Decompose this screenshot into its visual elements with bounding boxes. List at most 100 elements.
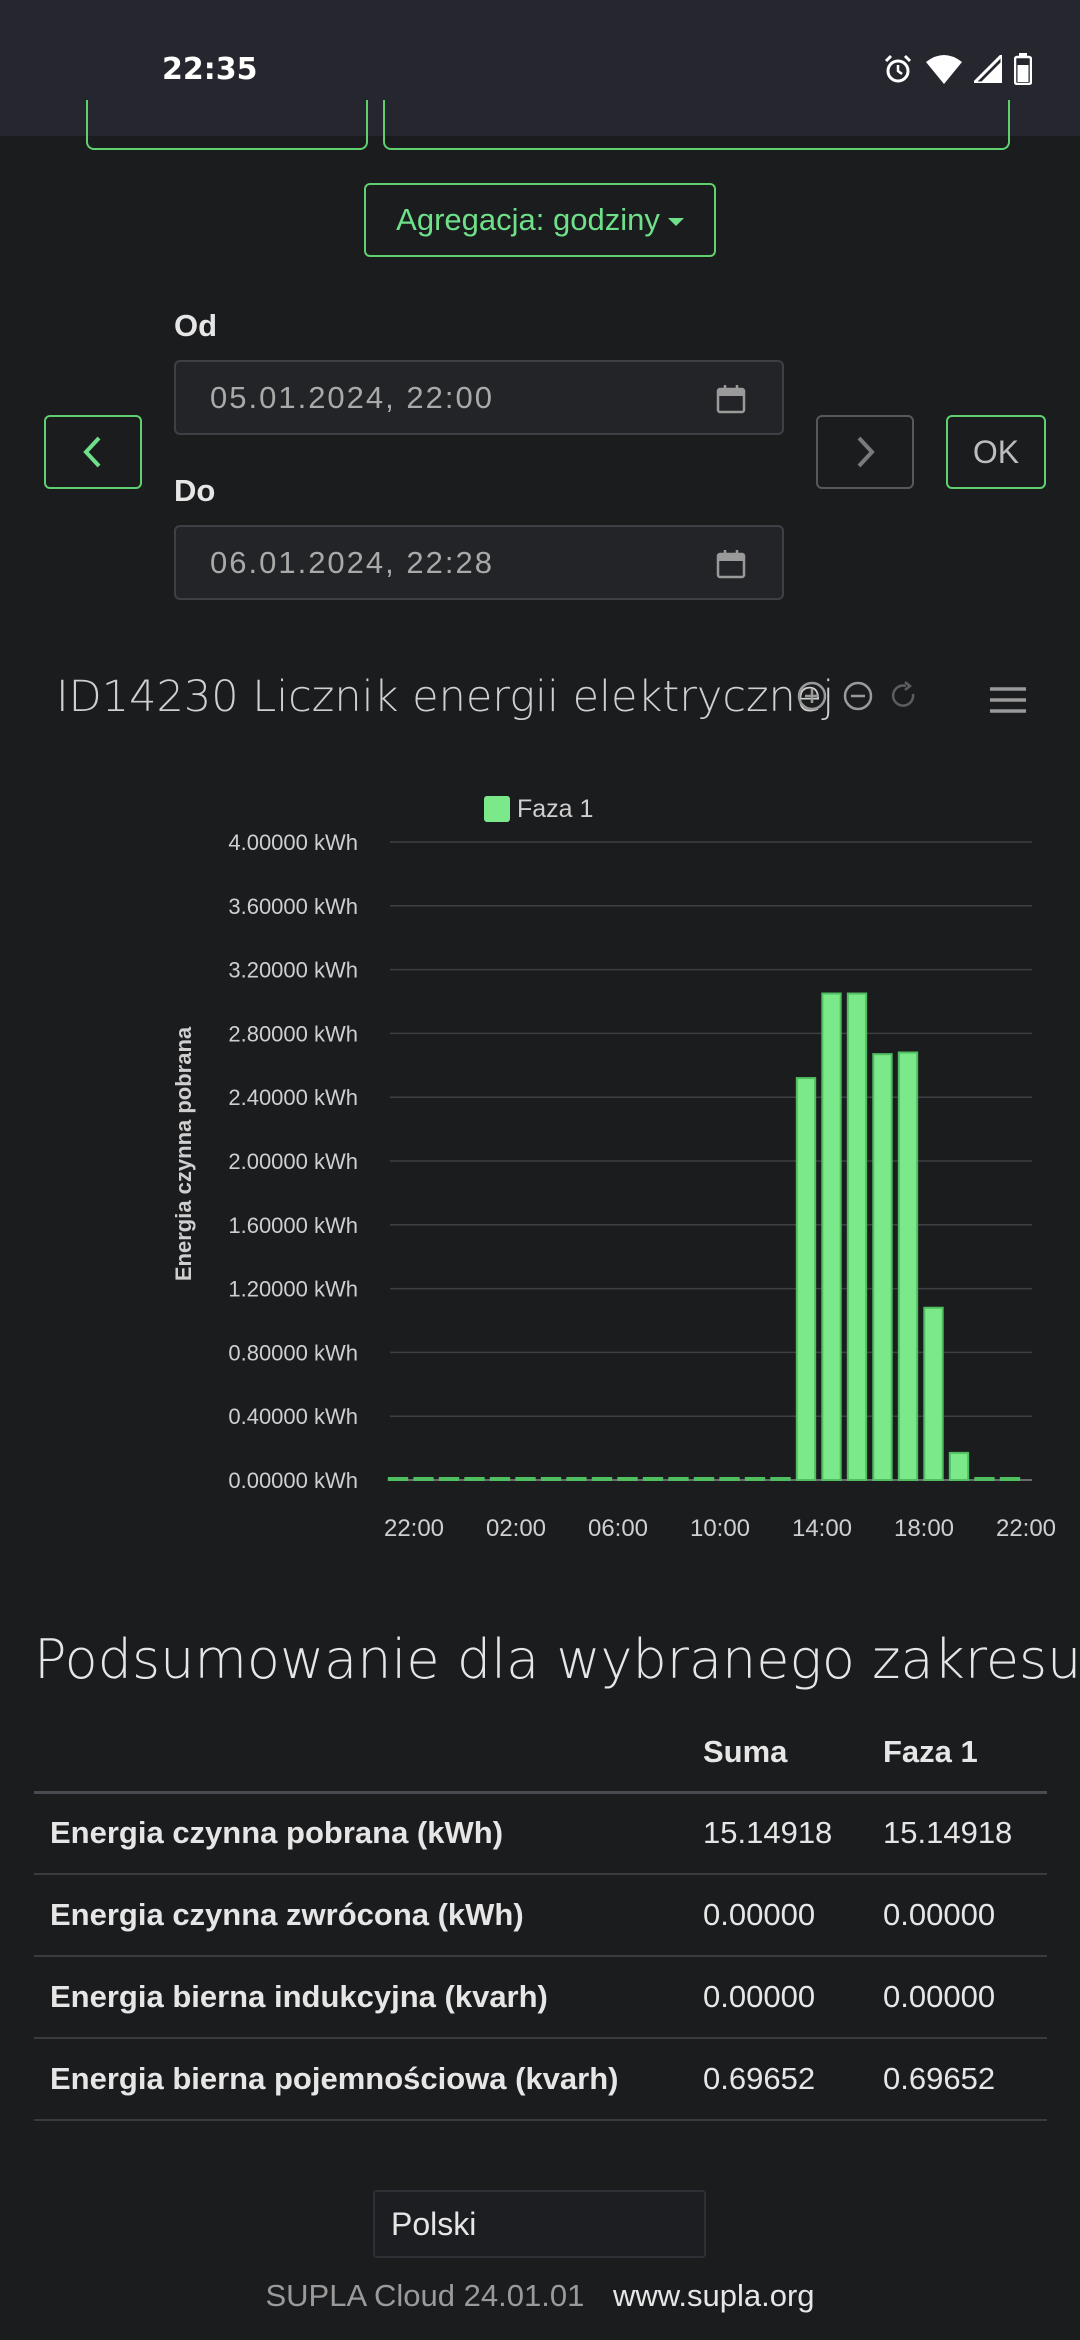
chart-title: ID14230 Licznik energii elektrycznej — [56, 672, 835, 722]
chart-bar[interactable] — [948, 1451, 970, 1482]
chart-bar[interactable] — [489, 1477, 511, 1481]
chart-bar[interactable] — [923, 1306, 944, 1481]
x-tick-label: 06:00 — [588, 1515, 648, 1542]
chart-bar[interactable] — [591, 1477, 613, 1481]
aggregation-dropdown[interactable]: Agregacja: godziny — [364, 183, 716, 257]
chart-bar[interactable] — [795, 1077, 817, 1481]
row-sum: 0.00000 — [687, 1956, 867, 2039]
language-select[interactable]: Polski — [373, 2190, 706, 2258]
to-date-input[interactable]: 06.01.2024, 22:28 — [174, 525, 784, 600]
chevron-left-icon — [83, 436, 101, 468]
previous-range-button[interactable] — [44, 415, 142, 489]
row-label: Energia czynna zwrócona (kWh) — [34, 1874, 687, 1957]
summary-table: Suma Faza 1 Energia czynna pobrana (kWh)… — [34, 1714, 1047, 2121]
reset-zoom-icon[interactable] — [888, 680, 920, 712]
version-text: SUPLA Cloud 24.01.01 — [265, 2278, 585, 2313]
x-tick-label: 14:00 — [792, 1515, 852, 1542]
from-date-input[interactable]: 05.01.2024, 22:00 — [174, 360, 784, 435]
table-row: Energia czynna zwrócona (kWh) 0.00000 0.… — [34, 1874, 1047, 1957]
chart-bar[interactable] — [566, 1477, 587, 1481]
table-row: Energia bierna indukcyjna (kvarh) 0.0000… — [34, 1956, 1047, 2039]
row-phase1: 0.00000 — [867, 1874, 1047, 1957]
signal-icon — [974, 55, 1002, 83]
y-tick-label: 2.40000 kWh — [228, 1085, 358, 1110]
supla-link[interactable]: www.supla.org — [612, 2278, 815, 2313]
alarm-icon — [884, 54, 912, 83]
to-date-value: 06.01.2024, 22:28 — [210, 544, 494, 580]
chart-bar[interactable] — [617, 1477, 638, 1481]
row-phase1: 0.00000 — [867, 1956, 1047, 2039]
chart-bar[interactable] — [719, 1477, 740, 1481]
calendar-icon[interactable] — [716, 549, 746, 579]
zoom-in-icon[interactable] — [796, 680, 828, 712]
ok-button[interactable]: OK — [946, 415, 1046, 489]
x-axis-ticks: 22:00 02:00 06:00 10:00 14:00 18:00 22:00 — [384, 1515, 1056, 1542]
zoom-out-icon[interactable] — [842, 680, 874, 712]
legend-label: Faza 1 — [517, 795, 593, 823]
x-tick-label: 22:00 — [996, 1515, 1056, 1542]
battery-icon — [1014, 53, 1032, 85]
x-tick-label: 10:00 — [690, 1515, 750, 1542]
chart-bar[interactable] — [846, 992, 868, 1481]
chart-bar[interactable] — [872, 1053, 893, 1481]
chart-bar[interactable] — [821, 992, 842, 1481]
next-range-button[interactable] — [816, 415, 914, 489]
chart-bar[interactable] — [642, 1477, 664, 1481]
y-axis-ticks: 0.00000 kWh 0.40000 kWh 0.80000 kWh 1.20000… — [228, 830, 358, 1493]
to-label: Do — [174, 473, 216, 508]
chart-legend[interactable]: Faza 1 — [484, 795, 593, 823]
caret-down-icon — [667, 218, 684, 226]
status-bar: 22:35 — [0, 0, 1080, 136]
chart-bar[interactable] — [897, 1051, 919, 1481]
calendar-icon[interactable] — [716, 384, 746, 414]
row-phase1: 15.14918 — [867, 1792, 1047, 1875]
table-row: Energia czynna pobrana (kWh) 15.14918 15… — [34, 1792, 1047, 1875]
hidden-select-left[interactable] — [86, 100, 368, 150]
y-tick-label: 2.80000 kWh — [228, 1021, 358, 1046]
hidden-select-right[interactable] — [383, 100, 1010, 150]
chart-menu-icon[interactable] — [990, 686, 1026, 714]
table-header-row: Suma Faza 1 — [34, 1714, 1047, 1794]
y-tick-label: 1.60000 kWh — [228, 1213, 358, 1238]
chart-bar[interactable] — [668, 1477, 689, 1481]
row-label: Energia czynna pobrana (kWh) — [34, 1792, 687, 1875]
from-date-value: 05.01.2024, 22:00 — [210, 379, 494, 415]
chart-bar[interactable] — [540, 1477, 562, 1481]
y-tick-label: 0.40000 kWh — [228, 1404, 358, 1429]
energy-chart: Faza 1 Energia czynna pobrana 0.00000 kW… — [171, 795, 1056, 1542]
chevron-right-icon — [857, 436, 875, 468]
footer: SUPLA Cloud 24.01.01 www.supla.org — [0, 2278, 1080, 2314]
chart-bar[interactable] — [438, 1477, 460, 1481]
y-axis-title: Energia czynna pobrana — [171, 1026, 196, 1281]
y-tick-label: 2.00000 kWh — [228, 1149, 358, 1174]
y-tick-label: 0.80000 kWh — [228, 1340, 358, 1365]
chart-bar[interactable] — [515, 1477, 536, 1481]
chart-bars — [387, 992, 1021, 1482]
summary-title: Podsumowanie dla wybranego zakresu — [34, 1628, 1080, 1691]
chart-tools — [796, 680, 920, 712]
chart-bar[interactable] — [770, 1477, 791, 1481]
y-tick-label: 3.20000 kWh — [228, 958, 358, 983]
chart-bar[interactable] — [744, 1477, 766, 1481]
chart-bar[interactable] — [464, 1477, 485, 1481]
header-sum: Suma — [687, 1714, 867, 1794]
legend-swatch — [484, 796, 510, 822]
chart-bar[interactable] — [999, 1477, 1021, 1481]
y-tick-label: 1.20000 kWh — [228, 1277, 358, 1302]
row-phase1: 0.69652 — [867, 2038, 1047, 2121]
row-label: Energia bierna indukcyjna (kvarh) — [34, 1956, 687, 2039]
y-tick-label: 3.60000 kWh — [228, 894, 358, 919]
chart-bar[interactable] — [693, 1477, 715, 1481]
status-time: 22:35 — [162, 52, 258, 87]
row-sum: 0.69652 — [687, 2038, 867, 2121]
chart-bar[interactable] — [974, 1477, 995, 1481]
x-tick-label: 22:00 — [384, 1515, 444, 1542]
aggregation-label: Agregacja: godziny — [396, 202, 660, 237]
status-icons — [882, 50, 1032, 88]
y-tick-label: 0.00000 kWh — [228, 1468, 358, 1493]
chart-bar[interactable] — [387, 1477, 409, 1481]
table-row: Energia bierna pojemnościowa (kvarh) 0.6… — [34, 2038, 1047, 2121]
x-tick-label: 18:00 — [894, 1515, 954, 1542]
chart-bar[interactable] — [413, 1477, 434, 1481]
header-label — [34, 1714, 687, 1794]
